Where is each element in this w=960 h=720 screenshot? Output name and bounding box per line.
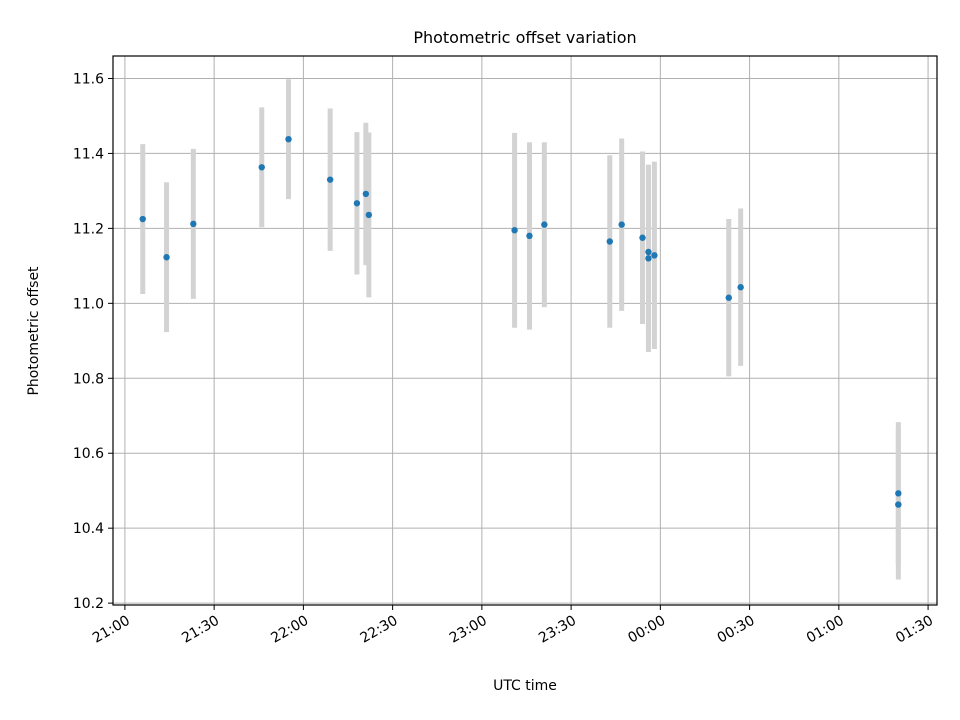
x-tick-label: 23:30 [536, 613, 579, 647]
x-tick-label: 22:30 [358, 613, 401, 647]
y-axis: 10.2 10.4 10.6 10.8 11.0 11.2 11.4 11.6 [73, 71, 113, 612]
x-tick-label: 01:30 [893, 613, 936, 647]
data-point [362, 190, 370, 198]
x-tick-label: 21:00 [90, 613, 133, 647]
x-tick-label: 01:00 [804, 613, 847, 647]
y-tick-label: 10.6 [73, 446, 104, 462]
x-tick-label: 21:30 [179, 613, 222, 647]
data-point [163, 254, 170, 261]
data-points [139, 135, 902, 508]
data-point [541, 221, 548, 228]
data-point [895, 501, 902, 508]
data-point [258, 164, 265, 171]
y-axis-label: Photometric offset [26, 266, 42, 396]
data-point [606, 238, 613, 245]
x-tick-label: 00:00 [625, 613, 668, 647]
y-tick-label: 11.2 [73, 221, 104, 237]
data-point [645, 255, 652, 262]
x-axis: 21:00 21:30 22:00 22:30 23:00 23:30 00:00 00:30… [90, 605, 936, 647]
errorbars [140, 79, 901, 580]
data-point [526, 232, 533, 240]
x-tick-label: 00:30 [715, 613, 758, 647]
data-point [285, 135, 292, 143]
data-point [895, 490, 902, 497]
x-axis-label: UTC time [493, 678, 557, 694]
data-point [326, 176, 334, 183]
data-point [190, 220, 197, 228]
chart-title: Photometric offset variation [413, 28, 636, 47]
data-point [511, 227, 518, 234]
y-tick-label: 11.4 [73, 146, 104, 162]
y-tick-label: 10.8 [73, 371, 104, 387]
y-tick-label: 11.0 [73, 296, 104, 312]
x-tick-label: 23:00 [447, 613, 490, 647]
data-point [737, 284, 744, 291]
y-tick-label: 11.6 [73, 71, 104, 87]
data-point [645, 248, 652, 256]
y-tick-label: 10.4 [73, 521, 104, 537]
data-point [353, 200, 361, 207]
data-point [365, 211, 373, 219]
data-point [725, 294, 732, 301]
data-point [618, 221, 625, 228]
grid [113, 56, 937, 605]
data-point [639, 234, 646, 241]
plot-area-frame [112, 55, 938, 606]
data-point [139, 215, 146, 223]
data-point [651, 252, 658, 259]
x-tick-label: 22:00 [268, 613, 311, 647]
y-tick-label: 10.2 [73, 596, 104, 612]
